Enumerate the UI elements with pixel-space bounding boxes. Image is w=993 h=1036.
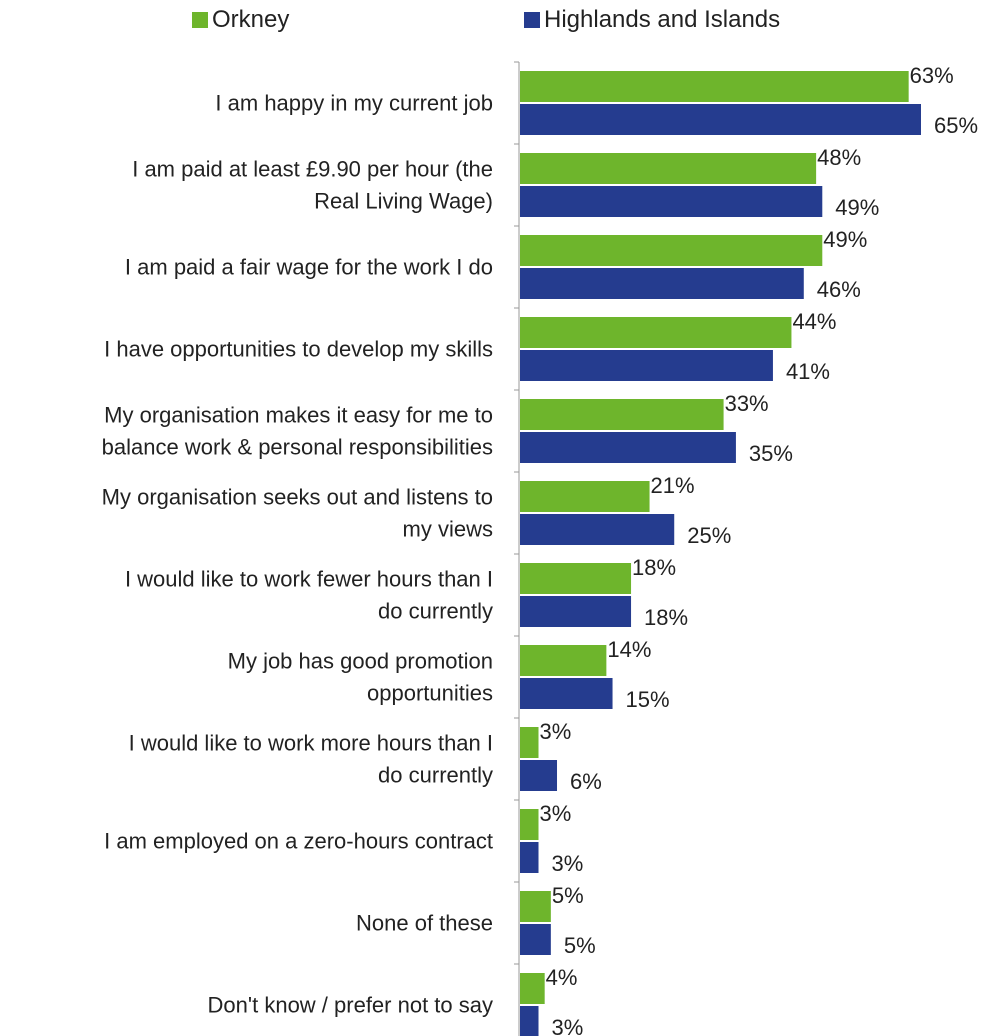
legend-item-highlands-and-islands: Highlands and Islands <box>524 6 780 34</box>
category-label: I would like to work more hours than I <box>129 731 493 756</box>
category-label: my views <box>403 517 493 542</box>
category-label: do currently <box>378 763 493 788</box>
bar-orkney <box>520 317 792 348</box>
bar-highlands-and-islands <box>520 104 921 135</box>
bar-orkney <box>520 645 607 676</box>
data-label-highlands-and-islands: 3% <box>552 851 584 876</box>
data-label-orkney: 49% <box>823 227 867 252</box>
data-label-highlands-and-islands: 46% <box>817 277 861 302</box>
data-label-highlands-and-islands: 18% <box>644 605 688 630</box>
data-label-highlands-and-islands: 35% <box>749 441 793 466</box>
bar-orkney <box>520 399 724 430</box>
bar-highlands-and-islands <box>520 268 804 299</box>
legend: Orkney Highlands and Islands <box>0 6 993 38</box>
category-label: I would like to work fewer hours than I <box>125 567 493 592</box>
data-label-highlands-and-islands: 49% <box>835 195 879 220</box>
data-label-orkney: 21% <box>651 473 695 498</box>
bar-orkney <box>520 563 632 594</box>
bar-orkney <box>520 235 823 266</box>
category-label: I am happy in my current job <box>215 91 493 116</box>
bar-highlands-and-islands <box>520 514 675 545</box>
category-label: I am paid at least £9.90 per hour (the <box>132 157 493 182</box>
data-label-orkney: 33% <box>725 391 769 416</box>
bar-highlands-and-islands <box>520 924 551 955</box>
category-label: My organisation seeks out and listens to <box>102 485 493 510</box>
legend-label-orkney: Orkney <box>212 6 290 33</box>
bar-highlands-and-islands <box>520 842 539 873</box>
data-label-orkney: 63% <box>910 63 954 88</box>
bar-highlands-and-islands <box>520 1006 539 1036</box>
bar-orkney <box>520 153 817 184</box>
data-label-orkney: 3% <box>540 801 572 826</box>
category-label: opportunities <box>367 681 493 706</box>
bar-highlands-and-islands <box>520 596 632 627</box>
data-label-orkney: 3% <box>540 719 572 744</box>
bar-highlands-and-islands <box>520 350 773 381</box>
category-label: My job has good promotion <box>228 649 493 674</box>
data-label-highlands-and-islands: 25% <box>687 523 731 548</box>
category-label: Real Living Wage) <box>314 189 493 214</box>
category-label: Don't know / prefer not to say <box>208 993 493 1018</box>
data-label-highlands-and-islands: 5% <box>564 933 596 958</box>
bar-orkney <box>520 809 539 840</box>
bar-orkney <box>520 727 539 758</box>
legend-swatch-highlands-and-islands <box>524 12 540 28</box>
data-label-highlands-and-islands: 15% <box>626 687 670 712</box>
bar-highlands-and-islands <box>520 432 736 463</box>
bar-orkney <box>520 71 909 102</box>
data-label-highlands-and-islands: 41% <box>786 359 830 384</box>
legend-item-orkney: Orkney <box>192 6 289 34</box>
data-label-orkney: 5% <box>552 883 584 908</box>
category-label: None of these <box>356 911 493 936</box>
bar-orkney <box>520 481 650 512</box>
data-label-highlands-and-islands: 3% <box>552 1015 584 1036</box>
bar-highlands-and-islands <box>520 678 613 709</box>
data-label-orkney: 48% <box>817 145 861 170</box>
legend-label-highlands-and-islands: Highlands and Islands <box>544 6 781 33</box>
legend-swatch-orkney <box>192 12 208 28</box>
data-label-orkney: 14% <box>607 637 651 662</box>
bar-highlands-and-islands <box>520 186 823 217</box>
category-label: I am paid a fair wage for the work I do <box>125 255 493 280</box>
data-label-orkney: 44% <box>792 309 836 334</box>
bar-orkney <box>520 973 545 1004</box>
bar-orkney <box>520 891 551 922</box>
category-label: I am employed on a zero-hours contract <box>104 829 493 854</box>
data-label-highlands-and-islands: 65% <box>934 113 978 138</box>
category-label: do currently <box>378 599 493 624</box>
data-label-highlands-and-islands: 6% <box>570 769 602 794</box>
data-label-orkney: 4% <box>546 965 578 990</box>
bar-highlands-and-islands <box>520 760 558 791</box>
data-label-orkney: 18% <box>632 555 676 580</box>
category-label: I have opportunities to develop my skill… <box>104 337 493 362</box>
category-label: My organisation makes it easy for me to <box>104 403 493 428</box>
category-label: balance work & personal responsibilities <box>102 435 493 460</box>
